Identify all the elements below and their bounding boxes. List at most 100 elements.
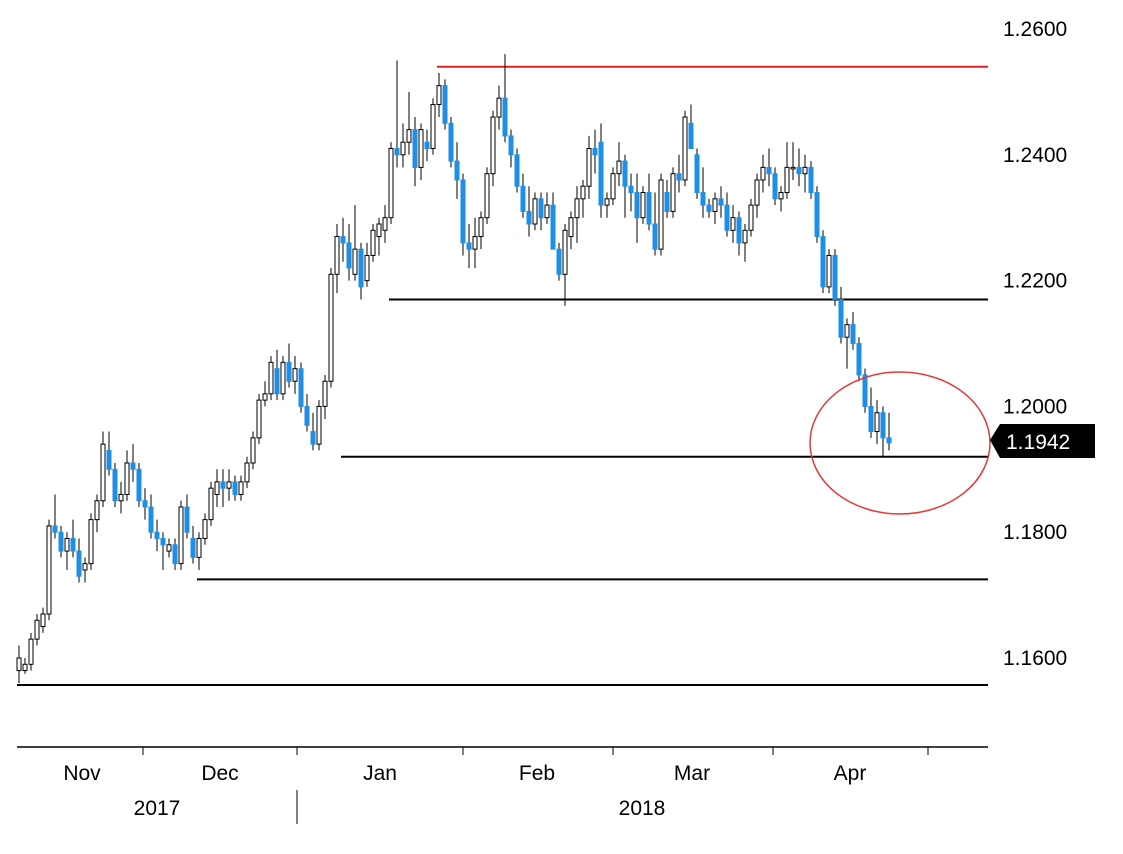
candle <box>514 148 520 193</box>
candle <box>328 268 334 388</box>
candle <box>742 223 748 262</box>
candle <box>472 217 478 269</box>
candle <box>292 356 298 394</box>
candle <box>610 167 616 206</box>
y-axis: 1.2600 1.2400 1.2200 1.2000 1.1800 1.1600 <box>1003 18 1067 670</box>
candle <box>634 173 640 243</box>
candle-body <box>52 525 58 533</box>
candle <box>58 525 64 558</box>
candle-body <box>880 412 886 439</box>
candle-body <box>790 166 796 170</box>
candle <box>214 469 220 508</box>
candle-body <box>490 116 496 175</box>
candle-body <box>388 148 394 219</box>
candle-body <box>172 544 178 565</box>
candle <box>736 211 742 256</box>
candle <box>244 456 250 489</box>
candle <box>724 192 730 237</box>
candle <box>262 381 268 407</box>
candle-body <box>136 468 142 502</box>
candle <box>796 148 802 187</box>
candle <box>436 73 442 118</box>
candle-body <box>478 217 484 238</box>
candle-body <box>238 481 244 495</box>
y-tick-label: 1.1600 <box>1003 647 1067 670</box>
candle-body <box>580 185 586 200</box>
candle-body <box>406 129 412 143</box>
candle-body <box>454 160 460 181</box>
candle <box>334 223 340 294</box>
candle <box>34 613 40 646</box>
candle <box>532 192 538 231</box>
candle <box>670 167 676 218</box>
candle <box>166 538 172 558</box>
candle <box>400 123 406 168</box>
candle-body <box>382 217 388 231</box>
candle <box>250 431 256 470</box>
candle <box>124 450 130 501</box>
candle-body <box>178 506 184 565</box>
x-month-label: Jan <box>363 762 397 785</box>
candle <box>862 368 868 413</box>
candle <box>556 242 562 281</box>
y-tick-label: 1.1800 <box>1003 521 1067 544</box>
candle-body <box>226 481 232 489</box>
candle <box>52 494 58 539</box>
candle <box>274 349 280 401</box>
candle-body <box>874 412 880 433</box>
candle <box>178 500 184 570</box>
candle-body <box>742 229 748 244</box>
candle-body <box>280 361 286 395</box>
candle <box>700 167 706 218</box>
candle-body <box>292 368 298 382</box>
candle <box>496 85 502 130</box>
candle-body <box>868 405 874 433</box>
candle-body <box>736 217 742 244</box>
candle <box>118 481 124 514</box>
candle <box>502 54 508 143</box>
candle-body <box>772 173 778 200</box>
candle <box>820 230 826 294</box>
candle <box>454 142 460 199</box>
candle-body <box>262 393 268 401</box>
candle-body <box>370 229 376 256</box>
candle <box>478 211 484 250</box>
candle-body <box>400 141 406 156</box>
candle <box>304 393 310 432</box>
candle <box>232 475 238 501</box>
candle-body <box>778 192 784 200</box>
candle <box>394 60 400 168</box>
candle-body <box>814 192 820 238</box>
candle-body <box>268 361 274 395</box>
candle-body <box>610 173 616 200</box>
candle <box>130 444 136 482</box>
candle <box>346 223 352 281</box>
candle-body <box>766 166 772 175</box>
candle-body <box>538 198 544 219</box>
candle <box>220 469 226 508</box>
candle <box>802 154 808 193</box>
candle-body <box>562 229 568 275</box>
candle-body <box>820 236 826 288</box>
x-month-label: Mar <box>674 762 710 785</box>
candle-body <box>76 550 82 577</box>
candle-body <box>760 166 766 181</box>
y-tick-label: 1.2200 <box>1003 270 1067 293</box>
candle-body <box>676 173 682 181</box>
candle-body <box>724 204 730 231</box>
candle <box>754 173 760 218</box>
candle-body <box>466 242 472 250</box>
candle <box>778 186 784 212</box>
candle-body <box>838 298 844 338</box>
candle-body <box>808 166 814 194</box>
candle-body <box>154 531 160 539</box>
candle <box>808 161 814 199</box>
candle <box>538 192 544 231</box>
candle-body <box>502 97 508 137</box>
candle-body <box>856 343 862 376</box>
candle-body <box>334 236 340 275</box>
candle-body <box>82 563 88 571</box>
candle-body <box>346 242 352 269</box>
candle-body <box>556 248 562 275</box>
candle <box>868 387 874 438</box>
